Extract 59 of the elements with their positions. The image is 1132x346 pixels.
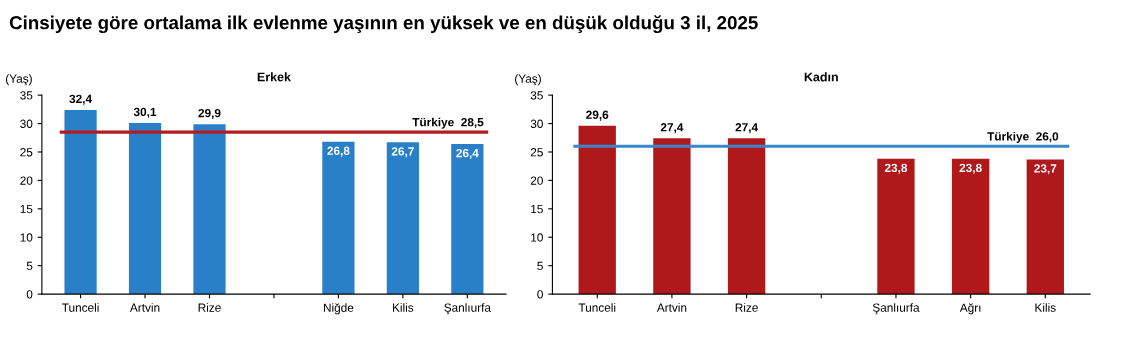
y-tick-label: 5 (26, 261, 33, 271)
y-tick-label: 10 (531, 233, 543, 242)
y-tick-label: 25 (530, 148, 543, 157)
bar (951, 158, 990, 295)
data-label: 27,4 (660, 123, 684, 134)
bar (1026, 159, 1064, 295)
y-tick-label: 15 (20, 204, 33, 214)
x-tick-label: Rize (735, 303, 758, 312)
y-tick-label: 0 (537, 290, 543, 299)
y-axis-title: (Yaş) (6, 74, 32, 86)
y-tick-label: 35 (530, 91, 543, 100)
y-tick-label: 5 (537, 261, 543, 271)
bar (193, 124, 226, 295)
bar (578, 125, 616, 295)
data-label: 23,8 (884, 163, 908, 174)
bar (322, 141, 355, 295)
y-tick-label: 10 (20, 233, 33, 242)
x-tick-label: Kilis (393, 303, 414, 312)
data-label: 26,8 (327, 146, 350, 157)
x-tick-label: Niğde (323, 303, 354, 315)
data-label: 29,9 (198, 108, 221, 119)
y-axis-title: (Yaş) (515, 74, 541, 86)
y-tick-label: 15 (531, 204, 543, 214)
x-tick-label: Rize (198, 303, 221, 312)
data-label: 27,4 (735, 123, 759, 134)
y-tick-label: 30 (20, 119, 33, 128)
text: Cinsiyete göre ortalama ilk evlenme yaşının en yüksek ve en düşük olduğu 3 il, 2025 (9, 15, 758, 34)
x-tick-label: Tunceli (62, 303, 99, 312)
x-tick-label: Ağrı (959, 303, 981, 315)
x-tick-label: Kilis (1035, 303, 1056, 312)
data-label: 23,7 (1034, 164, 1057, 175)
y-tick-label: 0 (26, 290, 33, 299)
y-tick-label: 35 (20, 91, 33, 100)
bar (653, 138, 691, 295)
y-tick-label: 20 (530, 176, 543, 185)
bar (877, 158, 915, 295)
data-label: 26,4 (456, 148, 479, 159)
x-tick-label: Şanlıurfa (872, 303, 920, 315)
bar (64, 109, 97, 295)
data-label: 23,8 (959, 163, 982, 174)
y-tick-label: 30 (530, 119, 543, 128)
ref-line-label: Türkiye 26,0 (987, 131, 1059, 143)
x-tick-label: Şanlıurfa (444, 303, 491, 315)
data-label: 30,1 (133, 107, 157, 118)
y-tick-label: 25 (20, 148, 33, 157)
data-label: 29,6 (586, 110, 609, 121)
data-label: 26,7 (391, 147, 414, 158)
x-tick-label: Artvin (656, 303, 687, 312)
bar (128, 123, 162, 295)
bar (451, 144, 484, 295)
chart-title: Erkek (257, 72, 291, 82)
chart-title: Kadın (804, 72, 838, 82)
x-tick-label: Tunceli (578, 303, 616, 312)
data-label: 32,4 (69, 94, 92, 105)
bar (727, 138, 766, 295)
ref-line-label: Türkiye 28,5 (412, 117, 484, 129)
y-tick-label: 20 (20, 176, 33, 185)
x-tick-label: Artvin (129, 303, 160, 312)
bar (386, 142, 419, 295)
